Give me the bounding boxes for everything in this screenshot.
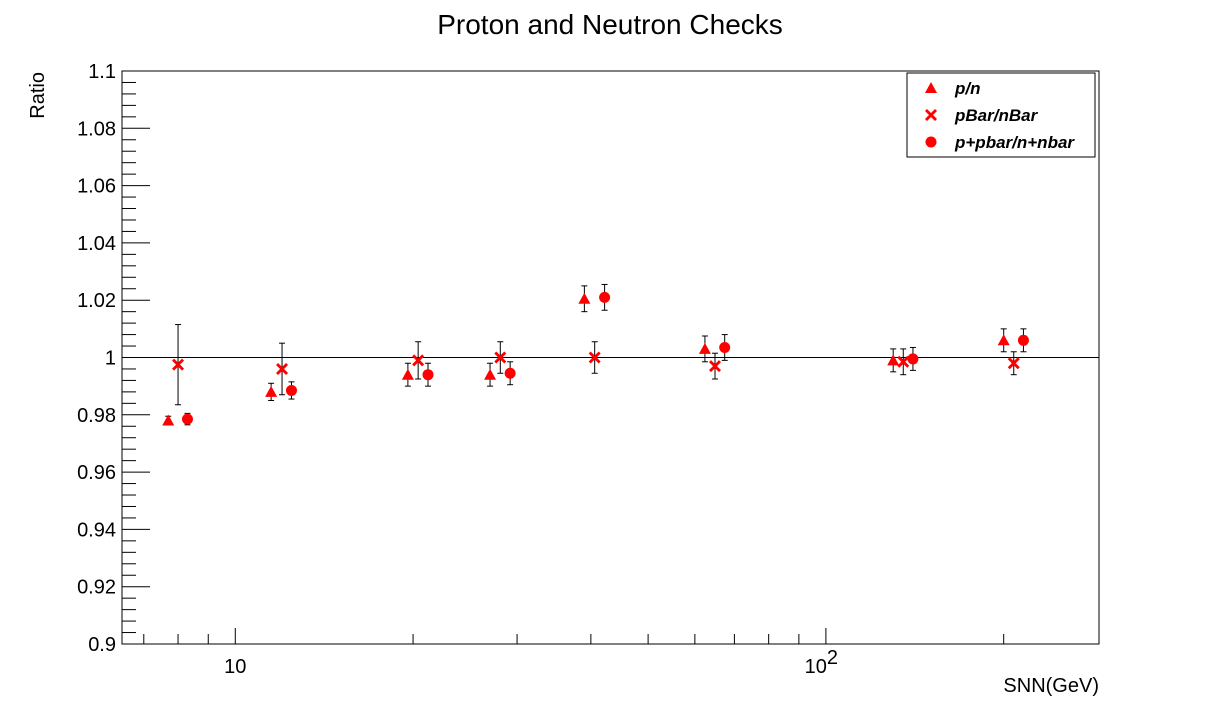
cross-marker [276, 362, 289, 375]
cross-marker [709, 360, 722, 373]
y-tick-label: 1.06 [77, 176, 116, 198]
legend: p/n pBar/nBar p+pbar/n+nbar [906, 72, 1096, 158]
y-tick-label: 1.08 [77, 118, 116, 140]
triangle-marker [578, 292, 591, 304]
data-point [276, 342, 289, 396]
y-tick-label: 0.94 [77, 519, 116, 541]
cross-marker [1007, 357, 1020, 370]
y-axis-label: Ratio [27, 72, 49, 119]
x-axis-label: SNN(GeV) [1003, 675, 1099, 697]
x-tick-label: 10 [224, 656, 246, 678]
legend-entry-label: p/n [954, 79, 981, 98]
cross-marker [494, 351, 507, 364]
cross-marker [412, 354, 425, 367]
legend-entry-label: p+pbar/n+nbar [954, 133, 1075, 152]
triangle-marker [162, 414, 175, 426]
series-pbar-nbar [172, 324, 1020, 406]
data-point [401, 362, 414, 387]
data-points [162, 283, 1029, 426]
data-point [504, 361, 516, 386]
triangle-marker [887, 354, 900, 366]
data-point [588, 341, 601, 374]
circle-marker [504, 367, 516, 379]
circle-marker [719, 341, 731, 353]
circle-marker [599, 291, 611, 303]
chart-title: Proton and Neutron Checks [437, 9, 783, 40]
y-tick-label: 0.92 [77, 577, 116, 599]
cross-marker [588, 351, 601, 364]
cross-marker [925, 109, 937, 121]
triangle-marker [265, 385, 278, 397]
data-point [897, 348, 910, 376]
y-tick-label: 1.04 [77, 233, 116, 255]
y-tick-label: 0.9 [88, 634, 116, 656]
y-tick-label: 1 [105, 348, 116, 370]
triangle-marker [401, 368, 414, 380]
circle-marker [925, 136, 937, 148]
axis-ticks: 0.9 0.92 0.94 0.96 0.98 1 1.02 1.04 1.06 1.08 1.1 1… [77, 61, 1005, 678]
circle-marker [422, 369, 434, 381]
data-point [719, 334, 731, 361]
x-tick-label: 10 [805, 656, 827, 678]
x-tick-exponent: 2 [827, 647, 838, 669]
data-point [887, 348, 900, 373]
data-point [1017, 328, 1029, 353]
triangle-marker [484, 368, 497, 380]
legend-entry-label: pBar/nBar [954, 106, 1039, 125]
data-point [412, 341, 425, 380]
data-point [997, 328, 1010, 353]
data-point [494, 341, 507, 374]
series-p-n [162, 285, 1010, 426]
data-point [599, 283, 611, 311]
data-point [422, 362, 434, 387]
cross-marker [172, 358, 185, 371]
circle-marker [285, 384, 297, 396]
legend-entry: p/n [925, 79, 981, 98]
cross-marker [897, 355, 910, 368]
data-point [484, 362, 497, 387]
circle-marker [181, 413, 193, 425]
data-point [578, 285, 591, 313]
data-point [162, 414, 175, 426]
legend-entry: p+pbar/n+nbar [925, 133, 1075, 152]
series-p-pbar-n-nbar [181, 283, 1029, 426]
data-point [1007, 351, 1020, 376]
y-tick-label: 0.96 [77, 462, 116, 484]
circle-marker [1017, 334, 1029, 346]
data-point [181, 412, 193, 426]
triangle-marker [698, 342, 711, 354]
y-tick-label: 1.1 [88, 61, 116, 83]
data-point [285, 381, 297, 400]
circle-marker [907, 353, 919, 365]
data-point [709, 352, 722, 380]
triangle-marker [925, 82, 937, 93]
triangle-marker [997, 334, 1010, 346]
data-point [265, 382, 278, 401]
y-tick-label: 0.98 [77, 405, 116, 427]
data-point [172, 324, 185, 406]
data-point [698, 335, 711, 363]
data-point [907, 346, 919, 371]
y-tick-label: 1.02 [77, 290, 116, 312]
legend-box [906, 72, 1096, 158]
legend-entry: pBar/nBar [925, 106, 1039, 125]
